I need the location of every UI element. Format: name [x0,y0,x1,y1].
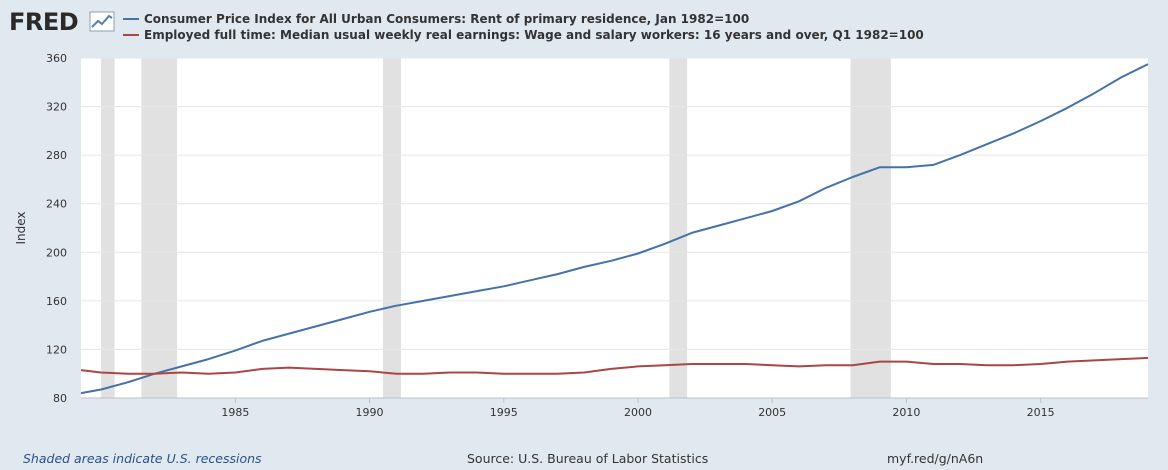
legend-label-weekly-earnings: Employed full time: Median usual weekly … [144,28,924,42]
y-tick-label-80: 80 [53,392,67,405]
y-tick-label-240: 240 [46,198,67,211]
legend-label-rent-cpi: Consumer Price Index for All Urban Consu… [144,12,749,26]
x-tick-label-2015: 2015 [1027,406,1055,419]
gridlines [81,57,1148,350]
x-tick-label-1985: 1985 [221,406,249,419]
y-axis-ticks: 80 120 160 200 240 280 320 360 [46,52,67,405]
legend: Consumer Price Index for All Urban Consu… [123,12,924,42]
x-tick-label-2005: 2005 [758,406,786,419]
x-tick-label-1995: 1995 [490,406,518,419]
y-tick-label-360: 360 [46,52,67,65]
y-axis-label: Index [14,211,28,244]
fred-logo-chart-icon [89,11,115,32]
y-tick-label-320: 320 [46,101,67,114]
recession-shading [101,58,891,398]
series-lines [80,63,1149,395]
fred-logo-text[interactable]: FRED [9,8,79,36]
recession-band-1 [141,58,178,398]
x-tick-label-1990: 1990 [356,406,384,419]
recession-band-2 [382,58,401,398]
plot-background [81,58,1148,398]
x-tick-label-2000: 2000 [624,406,652,419]
y-tick-label-120: 120 [46,343,67,356]
y-tick-label-200: 200 [46,246,67,259]
source-text: Source: U.S. Bureau of Labor Statistics [467,451,709,466]
series-line-1[interactable] [80,356,1149,375]
series-line-0[interactable] [80,63,1149,395]
legend-item-rent-cpi[interactable]: Consumer Price Index for All Urban Consu… [123,12,749,26]
x-tick-label-2010: 2010 [892,406,920,419]
fred-logo[interactable]: FRED [9,8,115,36]
short-link[interactable]: myf.red/g/nA6n [887,451,984,466]
recession-band-3 [669,58,688,398]
recession-band-4 [850,58,891,398]
recession-band-0 [101,58,115,398]
x-axis-ticks: 1985 1990 1995 2000 2005 2010 2015 [221,398,1055,419]
y-tick-label-280: 280 [46,149,67,162]
legend-item-weekly-earnings[interactable]: Employed full time: Median usual weekly … [123,28,924,42]
recession-note[interactable]: Shaded areas indicate U.S. recessions [23,451,262,466]
y-tick-label-160: 160 [46,295,67,308]
